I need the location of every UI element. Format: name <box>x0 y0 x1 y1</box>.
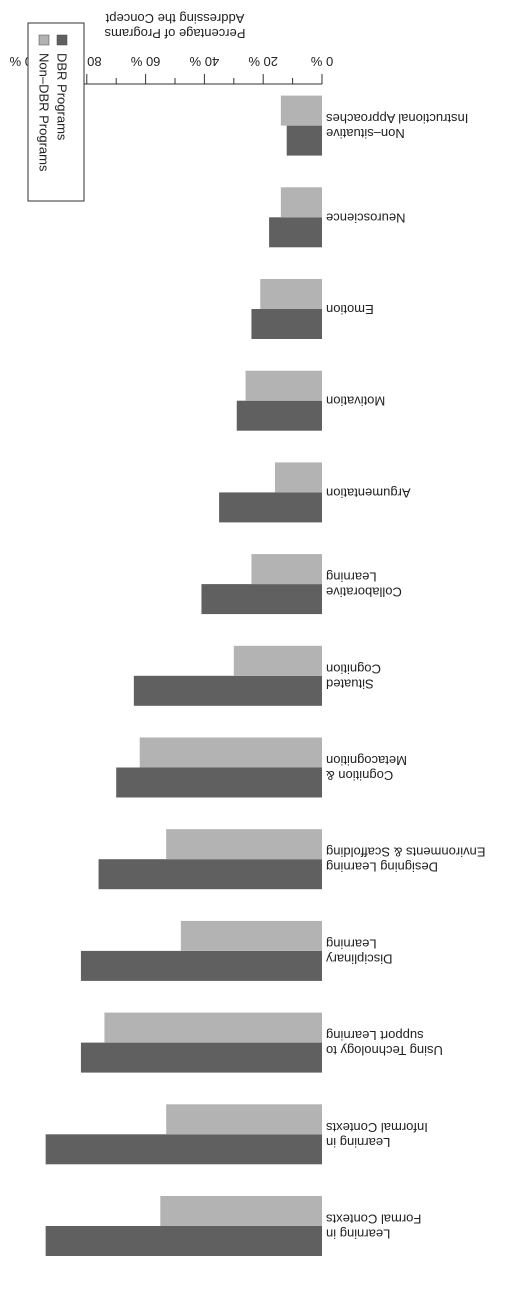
x-tick-label-2: 40 % <box>189 54 219 69</box>
x-tick-label-0: 0 % <box>310 54 333 69</box>
dbr-bar-5 <box>98 859 322 890</box>
legend-box <box>27 22 85 202</box>
non-dbr-bar-3 <box>104 1012 322 1043</box>
dbr-bar-4 <box>80 950 322 981</box>
dbr-bar-9 <box>219 492 322 523</box>
legend-swatch-2 <box>38 34 50 46</box>
category-label-13: Non–situativeInstructional Approaches <box>326 111 469 141</box>
non-dbr-bar-9 <box>274 462 322 493</box>
non-dbr-bar-5 <box>166 829 322 860</box>
dbr-bar-2 <box>45 1134 322 1165</box>
bars-layer <box>45 95 322 1256</box>
legend-swatch-1 <box>56 34 68 46</box>
category-label-4: DisciplinaryLearning <box>326 936 393 966</box>
category-label-9: Argumentation <box>326 485 411 500</box>
category-label-3: Using Technology tosupport Learning <box>326 1028 443 1058</box>
dbr-bar-10 <box>236 400 322 431</box>
x-axis-title: Percentage of ProgramsAddressing the Con… <box>104 11 245 41</box>
non-dbr-bar-8 <box>251 554 322 585</box>
non-dbr-bar-6 <box>139 737 322 768</box>
category-label-2: Learning inInformal Contexts <box>326 1120 428 1150</box>
x-tick-label-3: 60 % <box>130 54 160 69</box>
non-dbr-bar-13 <box>280 95 322 126</box>
category-label-12: Neuroscience <box>326 210 406 225</box>
non-dbr-bar-11 <box>260 279 322 309</box>
dbr-bar-13 <box>286 125 322 156</box>
category-label-7: SituatedCognition <box>326 661 381 691</box>
non-dbr-bar-1 <box>160 1196 322 1226</box>
non-dbr-bar-12 <box>280 187 322 218</box>
non-dbr-bar-2 <box>166 1104 322 1135</box>
dbr-bar-11 <box>251 309 322 339</box>
category-label-5: Designing LearningEnvironments & Scaffol… <box>326 845 485 875</box>
category-label-6: Cognition &Metacognition <box>326 753 407 783</box>
dbr-bar-7 <box>133 675 322 706</box>
non-dbr-bar-4 <box>180 920 322 951</box>
dbr-bar-8 <box>201 584 322 615</box>
dbr-bar-6 <box>116 767 322 798</box>
dbr-bar-12 <box>269 217 322 248</box>
dbr-bar-1 <box>45 1226 322 1256</box>
legend-label-1: DBR Programs <box>55 53 70 141</box>
x-tick-label-1: 20 % <box>248 54 278 69</box>
category-label-11: Emotion <box>326 302 374 317</box>
category-label-10: Motivation <box>326 394 385 409</box>
dbr-bar-3 <box>80 1042 322 1073</box>
category-label-1: Learning inFormal Contexts <box>326 1212 422 1242</box>
category-label-8: CollaborativeLearning <box>326 570 402 600</box>
legend-label-2: Non–DBR Programs <box>37 53 52 172</box>
non-dbr-bar-10 <box>245 370 322 401</box>
rotated-plot-group: 0 %20 %40 %60 %80 %100 %Percentage of Pr… <box>9 11 485 1256</box>
non-dbr-bar-7 <box>233 645 322 676</box>
category-labels: Learning inFormal Contexts Learning inInf… <box>326 111 486 1241</box>
